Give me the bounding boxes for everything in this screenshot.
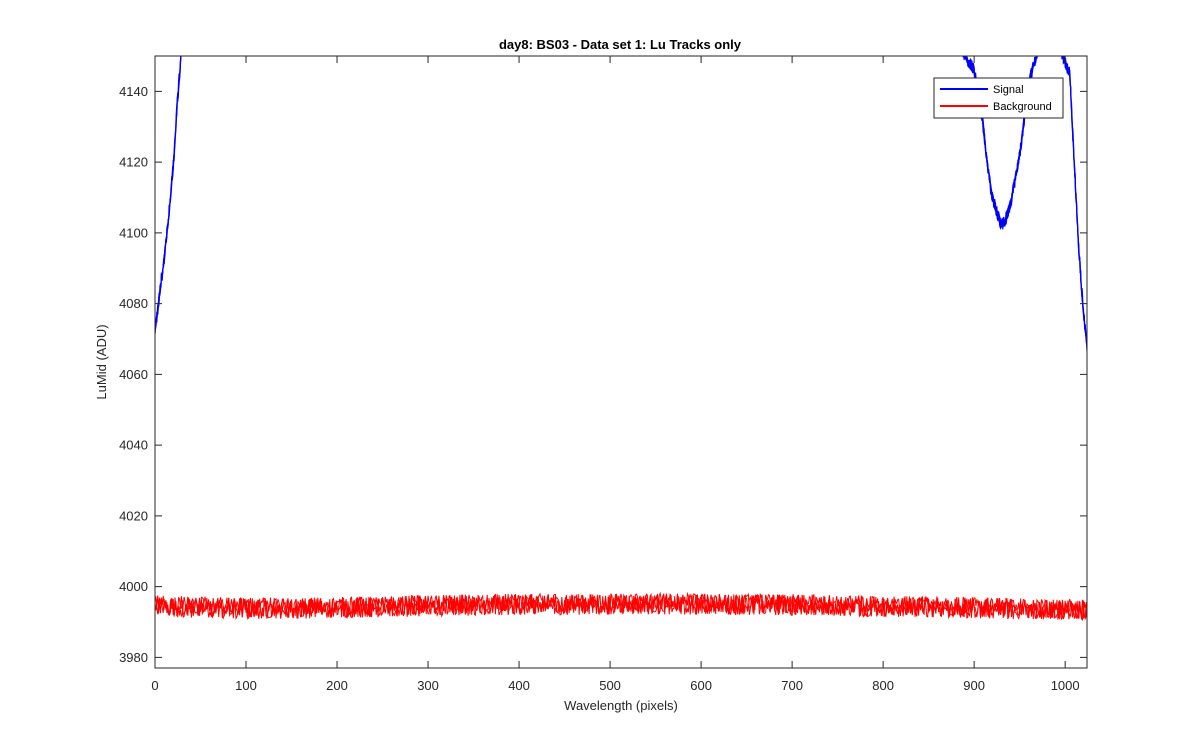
y-tick-label: 4040	[119, 438, 148, 453]
background-series-line	[155, 592, 1087, 621]
y-tick-label: 3980	[119, 650, 148, 665]
y-axis-label: LuMid (ADU)	[94, 324, 109, 399]
chart-title: day8: BS03 - Data set 1: Lu Tracks only	[499, 37, 742, 52]
y-tick-label: 4140	[119, 84, 148, 99]
x-tick-label: 100	[235, 678, 257, 693]
y-tick-label: 4080	[119, 296, 148, 311]
x-tick-label: 300	[417, 678, 439, 693]
y-tick-label: 4100	[119, 225, 148, 240]
y-tick-label: 4020	[119, 508, 148, 523]
x-tick-label: 800	[872, 678, 894, 693]
x-axis-label: Wavelength (pixels)	[564, 698, 678, 713]
x-tick-label: 0	[151, 678, 158, 693]
x-tick-label: 600	[690, 678, 712, 693]
x-tick-label: 1000	[1051, 678, 1080, 693]
x-tick-label: 900	[963, 678, 985, 693]
y-tick-label: 4120	[119, 155, 148, 170]
x-tick-label: 500	[599, 678, 621, 693]
x-tick-label: 200	[326, 678, 348, 693]
legend-background-label: Background	[993, 101, 1052, 113]
legend-box	[933, 77, 1064, 119]
y-tick-label: 4000	[119, 579, 148, 594]
legend: Signal Background	[933, 77, 1064, 119]
x-tick-label: 700	[781, 678, 803, 693]
plot-frame	[154, 55, 1088, 669]
x-tick-label: 400	[508, 678, 530, 693]
y-tick-label: 4060	[119, 367, 148, 382]
ticks-layer: 0 100 200 300 400 500 600 700 800 900 1000 3980 4000…	[119, 56, 1087, 693]
legend-signal-label: Signal	[993, 84, 1024, 96]
signal-series-line	[155, 56, 182, 335]
